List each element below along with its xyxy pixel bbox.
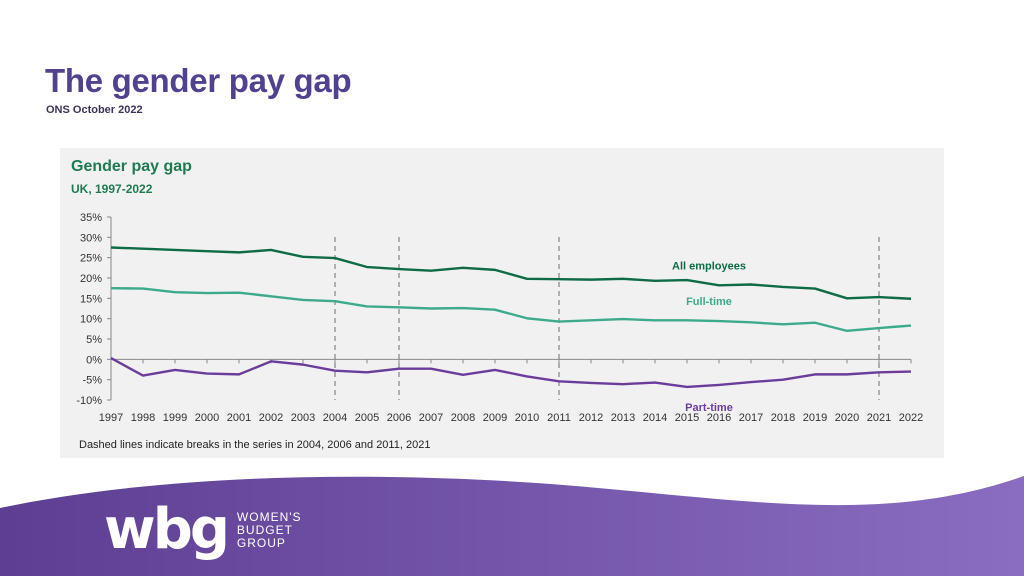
logo-line-1: WOMEN'S (236, 509, 302, 524)
logo-line-3: GROUP (236, 535, 286, 550)
x-tick-label: 2003 (291, 412, 315, 424)
slide-subtitle: ONS October 2022 (46, 104, 143, 116)
x-tick-label: 2007 (419, 412, 443, 424)
x-tick-label: 2001 (227, 412, 251, 424)
y-tick-label: 25% (80, 253, 102, 265)
y-tick-label: -10% (76, 395, 102, 407)
series-line-2 (110, 357, 912, 389)
series-line-0 (110, 246, 912, 300)
y-tick-label: 20% (80, 273, 102, 285)
x-tick-label: 2018 (771, 412, 795, 424)
chart-note: Dashed lines indicate breaks in the seri… (79, 439, 431, 451)
x-tick-label: 1999 (163, 412, 187, 424)
x-tick-label: 2012 (579, 412, 603, 424)
x-tick-label: 2011 (547, 412, 571, 424)
y-tick-label: 15% (80, 293, 102, 305)
y-tick-label: 10% (80, 314, 102, 326)
x-tick-label: 2010 (515, 412, 539, 424)
x-tick-label: 2009 (483, 412, 507, 424)
y-tick-label: 35% (80, 212, 102, 224)
x-tick-label: 2016 (707, 412, 731, 424)
x-tick-label: 2004 (323, 412, 347, 424)
x-tick-label: 2017 (739, 412, 763, 424)
slide-title: The gender pay gap (45, 62, 352, 99)
logo-mark: wbg (104, 497, 230, 562)
series-label-0: All employees (672, 260, 746, 272)
x-tick-label: 2015 (675, 412, 699, 424)
chart-subtitle: UK, 1997-2022 (71, 182, 153, 196)
y-tick-label: 5% (86, 334, 102, 346)
series-label-2: Part-time (685, 402, 733, 414)
chart-panel: Gender pay gap UK, 1997-2022 35% 30% 25% 20… (60, 148, 944, 458)
x-tick-label: 2020 (835, 412, 859, 424)
y-tick-label: 30% (80, 232, 102, 244)
chart-title: Gender pay gap (71, 158, 192, 175)
y-tick-label: 0% (86, 354, 102, 366)
line-chart: 35% 30% 25% 20% 15% 10% 5% 0% -5% -10% 1997 1998 199… (76, 212, 923, 424)
x-tick-label: 2002 (259, 412, 283, 424)
x-tick-label: 2022 (899, 412, 923, 424)
x-tick-label: 2005 (355, 412, 379, 424)
logo-line-2: BUDGET (236, 522, 293, 537)
x-tick-label: 1998 (131, 412, 155, 424)
x-tick-label: 2008 (451, 412, 475, 424)
x-tick-label: 2013 (611, 412, 635, 424)
x-tick-label: 2000 (195, 412, 219, 424)
x-tick-label: 2014 (643, 412, 667, 424)
x-tick-label: 2006 (387, 412, 411, 424)
series-line-1 (110, 286, 912, 333)
x-tick-label: 1997 (99, 412, 123, 424)
wbg-logo: wbg WOMEN'S BUDGET GROUP (104, 502, 302, 558)
y-tick-label: -5% (82, 375, 102, 387)
x-tick-label: 2021 (867, 412, 891, 424)
x-tick-label: 2019 (803, 412, 827, 424)
series-label-1: Full-time (686, 296, 732, 308)
logo-text: WOMEN'S BUDGET GROUP (236, 509, 302, 550)
